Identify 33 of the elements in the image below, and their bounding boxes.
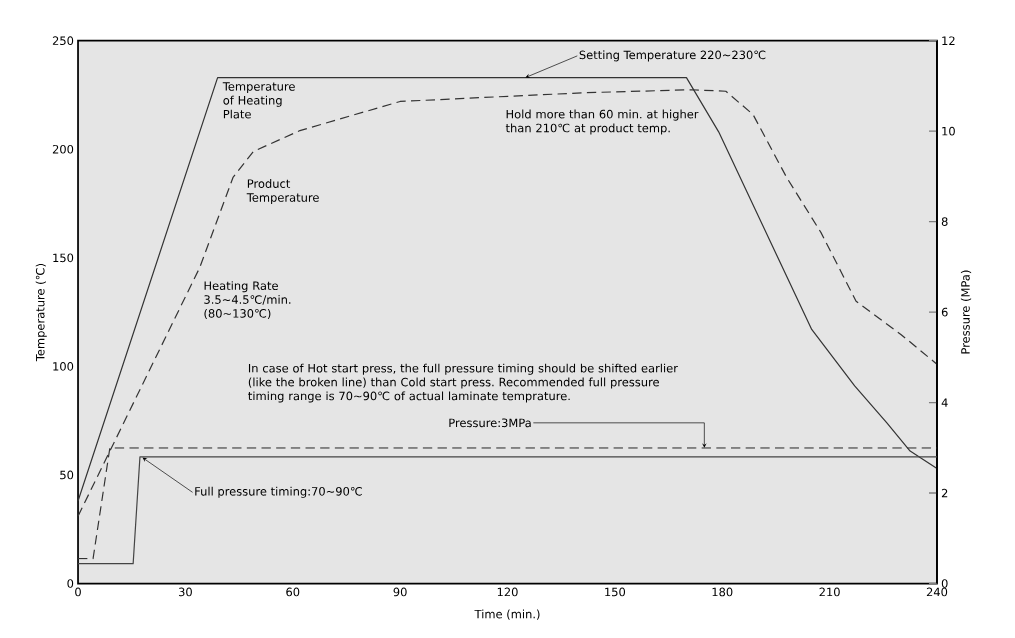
x-tick-label: 60 [286, 587, 300, 597]
y2-tick-label: 8 [941, 217, 948, 227]
y-tick-label: 100 [53, 362, 74, 371]
y-tick-label: 150 [53, 253, 74, 263]
x-tick-label: 240 [926, 587, 948, 597]
annotation: Full pressure timing:70~90℃ [195, 487, 362, 499]
y-tick-label: 50 [60, 470, 74, 480]
y2-tick-label: 2 [941, 489, 948, 498]
annotation: Hold more than 60 min. at higher than 210℃ at product temp. [505, 109, 699, 135]
x-tick-label: 30 [178, 587, 192, 597]
x-tick-label: 90 [393, 587, 407, 597]
x-tick-label: 210 [819, 587, 840, 597]
y2-axis-title: Pressure (MPa) [960, 270, 972, 354]
y2-tick-label: 4 [941, 398, 948, 407]
y2-tick-label: 6 [941, 307, 948, 317]
series-label: Product Temperature [246, 179, 319, 205]
y2-tick-label: 12 [942, 36, 955, 46]
annotation: In case of Hot start press, the full pressure timing should be shifted earlier (like the broken line) than Cold start press. Recommended full pressure timing range is 70~90℃ of actual laminate temprature. [248, 363, 678, 403]
x-axis-title: Time (min.) [474, 609, 540, 620]
y-tick-label: 200 [52, 145, 74, 154]
annotation: Setting Temperature 220~230℃ [579, 50, 766, 62]
y-axis-title: Temperature (℃) [35, 264, 47, 362]
y2-tick-label: 0 [941, 579, 948, 589]
x-tick-label: 120 [497, 587, 518, 597]
series-label: Temperature of Heating Plate [222, 82, 295, 119]
x-tick-label: 0 [75, 587, 81, 597]
y2-tick-label: 10 [942, 127, 955, 136]
y-tick-label: 0 [67, 579, 74, 589]
x-tick-label: 180 [712, 587, 733, 597]
annotation: Heating Rate 3.5~4.5℃/min. (80~130℃) [204, 281, 291, 320]
annotation: Pressure:3MPa [449, 418, 531, 428]
x-tick-label: 150 [605, 587, 626, 597]
y-tick-label: 250 [52, 36, 74, 46]
